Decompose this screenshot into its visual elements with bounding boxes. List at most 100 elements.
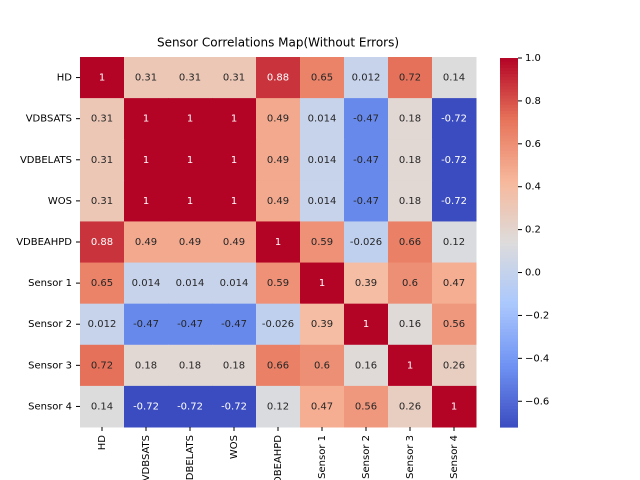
cell-label: 0.18 [135, 360, 157, 371]
cell-label: 1 [231, 114, 237, 125]
heatmap-cell [168, 221, 213, 264]
colorbar-segment [500, 291, 518, 296]
colorbar-segment [500, 193, 518, 197]
heatmap-cell [124, 139, 169, 181]
colorbar-segment [500, 208, 518, 213]
cell-label: 0.12 [443, 237, 465, 248]
cell-label: -0.026 [350, 237, 382, 248]
heatmap-cell [388, 344, 433, 387]
heatmap-cell [212, 221, 257, 264]
colorbar-segment [500, 319, 518, 324]
heatmap-cell [344, 139, 389, 181]
colorbar-segment [500, 288, 518, 293]
cell-label: 0.18 [399, 196, 421, 207]
heatmap-cell [124, 303, 169, 346]
y-tick-label: Sensor 1 [28, 278, 72, 289]
y-tick-label: Sensor 4 [28, 401, 72, 412]
cell-label: 0.65 [311, 73, 333, 84]
colorbar-tick-label: 0.0 [525, 268, 541, 279]
heatmap-cell [80, 221, 125, 264]
cell-label: 0.49 [267, 196, 289, 207]
cell-label: -0.47 [353, 114, 379, 125]
heatmap-cell [256, 221, 301, 264]
colorbar-segment [500, 82, 518, 87]
colorbar-segment [500, 122, 518, 127]
colorbar-segment [500, 273, 518, 277]
heatmap-cell [432, 98, 477, 140]
cell-label: 0.66 [399, 237, 421, 248]
cell-label: 0.49 [267, 155, 289, 166]
colorbar-segment [500, 279, 518, 284]
heatmap-cell [212, 180, 257, 222]
cell-label: 1 [231, 155, 237, 166]
colorbar-segment [500, 97, 518, 102]
heatmap-cell [168, 344, 213, 387]
heatmap-cell [388, 303, 433, 346]
cell-label: 0.88 [91, 237, 113, 248]
colorbar-segment [500, 343, 518, 348]
colorbar-segment [500, 236, 518, 241]
cell-label: 1 [275, 237, 281, 248]
y-tick-label: VDBELATS [20, 155, 72, 166]
heatmap-cell [432, 57, 477, 99]
cell-label: -0.47 [177, 319, 203, 330]
colorbar-segment [500, 423, 518, 428]
colorbar-segment [500, 239, 518, 244]
heatmap-cell [80, 57, 125, 99]
colorbar-segment [500, 144, 518, 148]
heatmap-cell [168, 57, 213, 99]
chart-title: Sensor Correlations Map(Without Errors) [157, 36, 399, 50]
cell-label: 0.47 [311, 401, 333, 412]
colorbar-tick-label: 1.0 [525, 53, 541, 64]
colorbar-segment [500, 119, 518, 124]
cell-label: 0.31 [179, 73, 201, 84]
colorbar-segment [500, 300, 518, 305]
heatmap-cell [80, 385, 125, 428]
colorbar-segment [500, 402, 518, 407]
colorbar-segment [500, 67, 518, 71]
cell-label: 0.31 [91, 155, 113, 166]
cell-label: 0.31 [135, 73, 157, 84]
colorbar-segment [500, 322, 518, 327]
cell-label: 0.012 [352, 73, 381, 84]
colorbar-segment [500, 350, 518, 354]
colorbar-tick-label: −0.2 [525, 310, 549, 321]
colorbar-segment [500, 202, 518, 207]
heatmap-cell [124, 221, 169, 264]
cell-label: 1 [451, 401, 457, 412]
colorbar-segment [500, 85, 518, 90]
x-tick-label: VDBEAHPD [273, 435, 284, 480]
cell-label: 0.59 [311, 237, 333, 248]
colorbar-segment [500, 233, 518, 237]
cell-label: -0.72 [177, 401, 203, 412]
heatmap-cell [432, 303, 477, 346]
colorbar-segment [500, 88, 518, 93]
heatmap-cell [80, 180, 125, 222]
cell-label: 0.31 [223, 73, 245, 84]
colorbar-segment [500, 270, 518, 274]
cell-label: 0.014 [308, 196, 337, 207]
heatmap-cell [168, 262, 213, 305]
cell-label: 0.31 [91, 196, 113, 207]
colorbar-segment [500, 61, 518, 65]
heatmap-cell [168, 98, 213, 140]
cell-label: 0.014 [308, 114, 337, 125]
heatmap-cell [80, 262, 125, 305]
colorbar-segment [500, 153, 518, 157]
heatmap-cell [344, 180, 389, 222]
cell-label: -0.026 [262, 319, 294, 330]
x-tick-label: VDBELATS [185, 435, 196, 480]
colorbar-segment [500, 417, 518, 422]
colorbar-segment [500, 371, 518, 376]
colorbar-segment [500, 177, 518, 182]
x-tick-label: WOS [229, 435, 240, 459]
colorbar-segment [500, 137, 518, 142]
colorbar-segment [500, 181, 518, 185]
colorbar-segment [500, 187, 518, 191]
heatmap-cell [388, 262, 433, 305]
heatmap-cell [344, 344, 389, 387]
colorbar-segment [500, 405, 518, 410]
heatmap-cell [256, 262, 301, 305]
colorbar-segment [500, 411, 518, 416]
colorbar-segment [500, 245, 518, 250]
